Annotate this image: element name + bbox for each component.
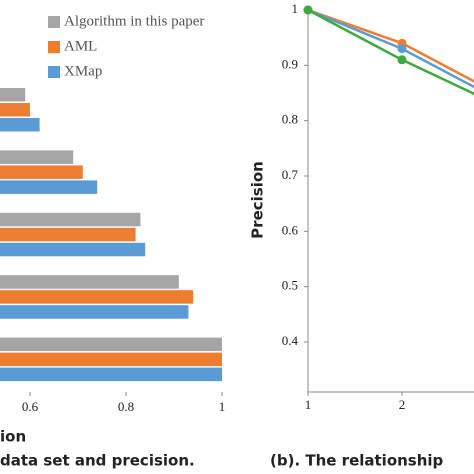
x-tick-label: 1: [305, 397, 312, 412]
y-tick-label: 0.9: [282, 56, 298, 71]
bar: [0, 88, 26, 102]
bar: [0, 103, 30, 117]
caption: (b). The relationship: [270, 452, 444, 470]
bar: [0, 352, 222, 367]
bar: [0, 305, 189, 319]
point: [397, 55, 407, 65]
x-tick-label: 0.8: [118, 399, 134, 414]
x-axis-label: ion: [0, 428, 26, 446]
x-tick-label: 1: [219, 399, 226, 414]
caption: data set and precision.: [0, 452, 195, 470]
bar: [0, 242, 146, 257]
bar: [0, 227, 136, 242]
x-tick-label: 2: [399, 397, 406, 412]
line: [307, 8, 474, 96]
point: [397, 44, 407, 54]
y-tick-label: 0.4: [282, 333, 299, 348]
y-axis-label: Precision: [249, 161, 267, 239]
legend-swatch: [48, 41, 60, 53]
bar: [0, 180, 98, 194]
legend-label: Algorithm in this paper: [64, 13, 204, 29]
legend-label: AML: [64, 38, 97, 54]
bar: [0, 275, 179, 289]
y-tick-label: 0.5: [282, 278, 298, 293]
x-tick-label: 0.6: [22, 399, 39, 414]
y-tick-label: 0.8: [282, 112, 298, 127]
bar: [0, 337, 222, 352]
legend-swatch: [48, 66, 60, 78]
legend-label: XMap: [64, 63, 102, 79]
bar: [0, 150, 74, 164]
bar: [0, 165, 83, 179]
legend-swatch: [48, 16, 60, 28]
y-tick-label: 0.6: [282, 222, 299, 237]
bar: [0, 367, 222, 382]
y-tick-label: 0.7: [282, 167, 299, 182]
bar: [0, 290, 194, 304]
point: [303, 5, 313, 15]
y-tick-label: 1: [292, 1, 299, 16]
bar: [0, 212, 141, 227]
bar: [0, 118, 40, 132]
